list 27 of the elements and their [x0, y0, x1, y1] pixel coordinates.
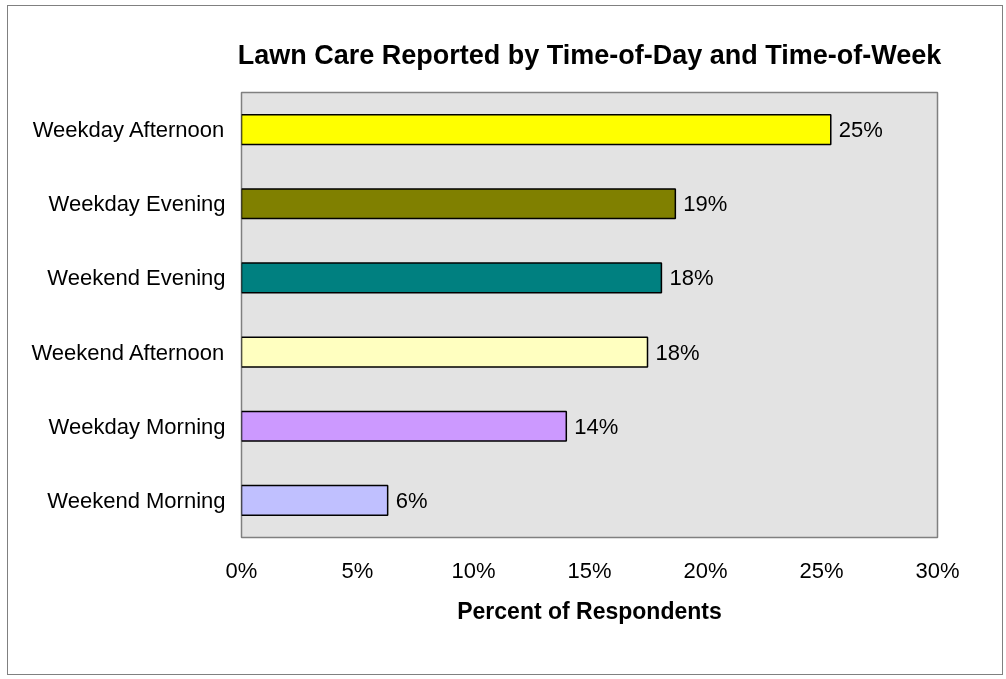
x-tick-label: 15% [567, 557, 612, 583]
y-tick-label: Weekday Morning [48, 413, 226, 439]
bar [241, 188, 677, 220]
data-label: 18% [655, 339, 700, 365]
bar [241, 336, 649, 368]
data-label: 14% [574, 413, 619, 439]
bar [241, 114, 832, 146]
bar [241, 410, 568, 442]
y-tick-label: Weekday Afternoon [32, 117, 225, 143]
x-tick-label: 10% [451, 557, 496, 583]
x-tick-label: 0% [225, 557, 258, 583]
bar [241, 484, 389, 516]
x-axis-title: Percent of Respondents [457, 597, 722, 624]
y-tick-label: Weekend Morning [47, 487, 226, 513]
data-label: 18% [669, 265, 714, 291]
bar [241, 262, 663, 294]
data-label: 6% [395, 487, 428, 513]
y-tick-label: Weekend Evening [47, 265, 226, 291]
data-label: 19% [683, 191, 728, 217]
data-label: 25% [838, 117, 883, 143]
y-tick-label: Weekend Afternoon [31, 339, 225, 365]
x-tick-label: 5% [341, 557, 374, 583]
x-tick-label: 30% [915, 557, 960, 583]
chart-title: Lawn Care Reported by Time-of-Day and Time-of-Week [237, 40, 943, 70]
x-tick-label: 20% [683, 557, 728, 583]
x-tick-label: 25% [799, 557, 844, 583]
y-tick-label: Weekday Evening [48, 191, 226, 217]
